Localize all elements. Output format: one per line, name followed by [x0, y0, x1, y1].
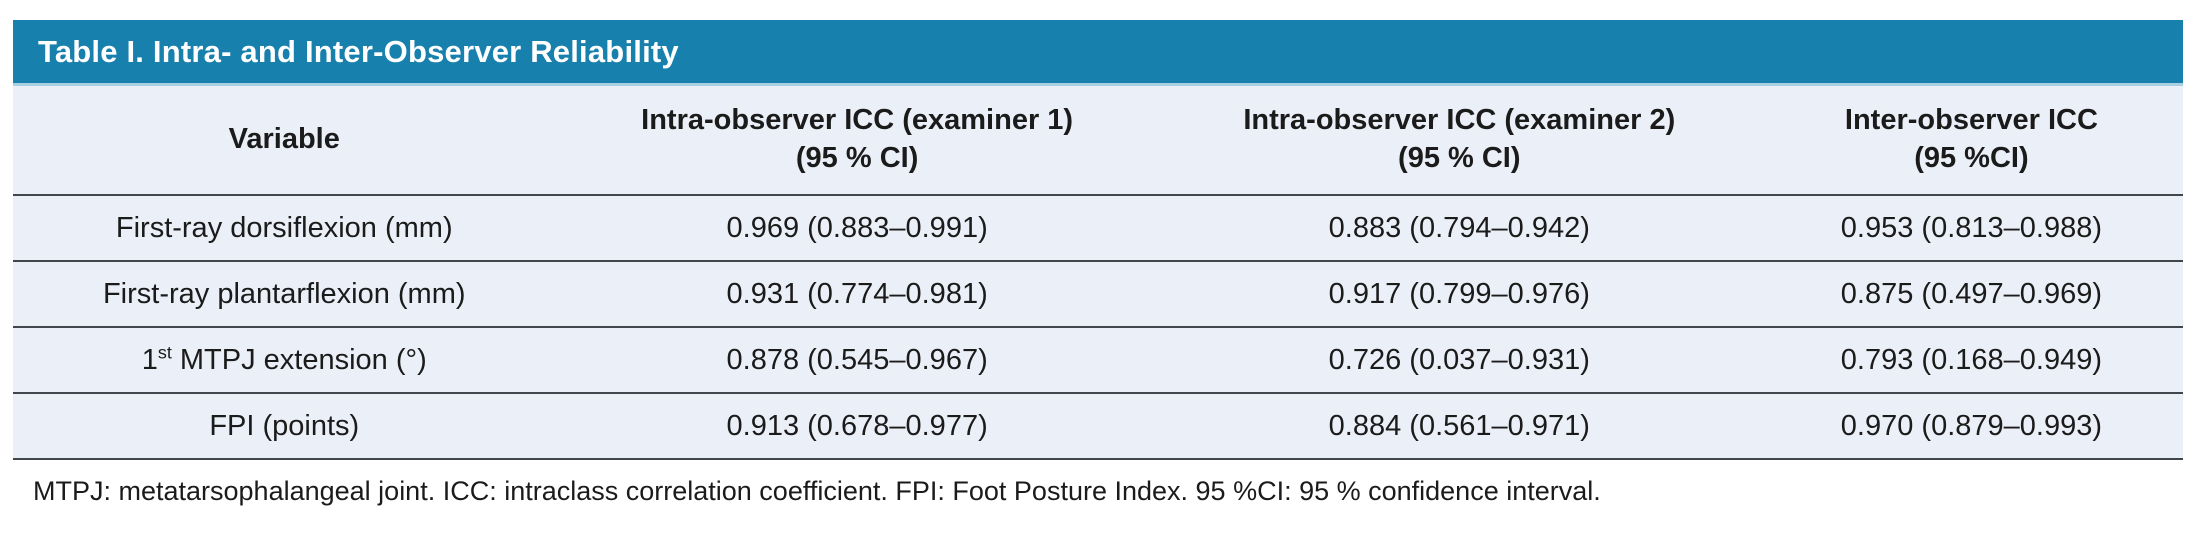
- column-header-intra-icc-examiner2: Intra-observer ICC (examiner 2) (95 % CI…: [1158, 86, 1760, 196]
- reliability-table: Variable Intra-observer ICC (examiner 1)…: [13, 86, 2183, 460]
- column-header-label: Inter-observer ICC: [1844, 104, 2098, 137]
- intra-icc-examiner1-cell: 0.969 (0.883–0.991): [555, 195, 1159, 262]
- column-header-sublabel: (95 % CI): [1398, 142, 1521, 174]
- table-row: First-ray plantarflexion (mm) 0.931 (0.7…: [13, 261, 2183, 328]
- variable-cell: First-ray dorsiflexion (mm): [13, 195, 556, 262]
- intra-icc-examiner2-cell: 0.917 (0.799–0.976): [1158, 261, 1760, 328]
- column-header-label: Variable: [228, 123, 340, 156]
- table-row: 1st MTPJ extension (°) 0.878 (0.545–0.96…: [13, 327, 2183, 394]
- intra-icc-examiner1-cell: 0.931 (0.774–0.981): [555, 261, 1159, 328]
- intra-icc-examiner1-cell: 0.878 (0.545–0.967): [555, 327, 1159, 394]
- column-header-label: Intra-observer ICC (examiner 1): [641, 104, 1074, 137]
- intra-icc-examiner2-cell: 0.726 (0.037–0.931): [1158, 327, 1760, 394]
- intra-icc-examiner2-cell: 0.883 (0.794–0.942): [1158, 195, 1760, 262]
- intra-icc-examiner2-cell: 0.884 (0.561–0.971): [1158, 393, 1760, 460]
- header-row: Variable Intra-observer ICC (examiner 1)…: [13, 86, 2183, 196]
- reliability-table-card: Table I. Intra- and Inter-Observer Relia…: [13, 20, 2183, 507]
- inter-icc-cell: 0.875 (0.497–0.969): [1759, 261, 2183, 328]
- column-header-label: Intra-observer ICC (examiner 2): [1243, 104, 1676, 137]
- variable-cell: 1st MTPJ extension (°): [13, 327, 556, 394]
- table-row: First-ray dorsiflexion (mm) 0.969 (0.883…: [13, 195, 2183, 262]
- inter-icc-cell: 0.793 (0.168–0.949): [1759, 327, 2183, 394]
- variable-text: MTPJ extension (°): [171, 343, 427, 376]
- variable-cell: First-ray plantarflexion (mm): [13, 261, 556, 328]
- variable-text: 1: [141, 343, 158, 376]
- ordinal-superscript: st: [157, 341, 172, 362]
- variable-cell: FPI (points): [13, 393, 556, 460]
- intra-icc-examiner1-cell: 0.913 (0.678–0.977): [555, 393, 1159, 460]
- column-header-variable: Variable: [13, 86, 556, 196]
- column-header-sublabel: (95 % CI): [795, 142, 919, 174]
- inter-icc-cell: 0.970 (0.879–0.993): [1759, 393, 2183, 460]
- table-footnote: MTPJ: metatarsophalangeal joint. ICC: in…: [33, 476, 1601, 506]
- inter-icc-cell: 0.953 (0.813–0.988): [1759, 195, 2183, 262]
- column-header-sublabel: (95 %CI): [1914, 142, 2029, 174]
- table-row: FPI (points) 0.913 (0.678–0.977) 0.884 (…: [13, 393, 2183, 460]
- table-title: Table I. Intra- and Inter-Observer Relia…: [38, 33, 679, 69]
- table-title-bar: Table I. Intra- and Inter-Observer Relia…: [13, 20, 2183, 86]
- column-header-inter-icc: Inter-observer ICC (95 %CI): [1759, 86, 2183, 196]
- column-header-intra-icc-examiner1: Intra-observer ICC (examiner 1) (95 % CI…: [555, 86, 1159, 196]
